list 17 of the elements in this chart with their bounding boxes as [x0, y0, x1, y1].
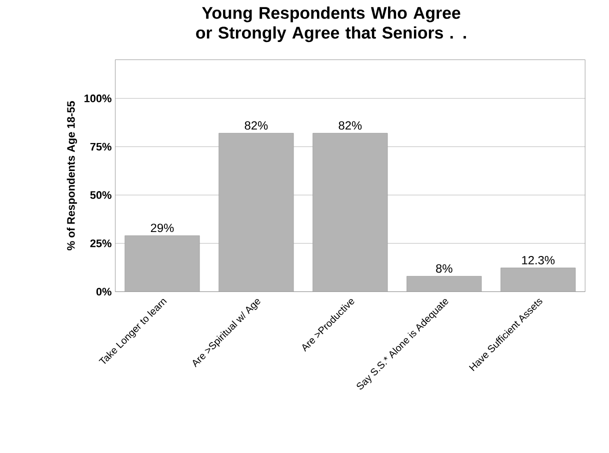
- chart-title: Young Respondents Who Agree or Strongly Agree that Seniors . .: [196, 6, 466, 42]
- y-tick-label: 75%: [90, 142, 112, 151]
- y-tick-label: 100%: [84, 94, 112, 102]
- y-tick-label: 50%: [90, 191, 112, 199]
- bar: [500, 268, 576, 292]
- data-label: 29%: [150, 224, 174, 232]
- bar: [218, 133, 294, 292]
- data-label: 82%: [338, 121, 362, 130]
- data-label: 82%: [244, 121, 268, 130]
- bar: [406, 276, 482, 292]
- y-axis-title: % of Respondents Age 18-55: [66, 101, 78, 250]
- bar: [124, 236, 200, 292]
- y-tick-label: 0%: [96, 288, 112, 296]
- y-tick-label: 25%: [90, 240, 112, 248]
- data-label: 8%: [436, 264, 452, 273]
- bar: [312, 133, 388, 292]
- data-label: 12.3%: [522, 256, 555, 264]
